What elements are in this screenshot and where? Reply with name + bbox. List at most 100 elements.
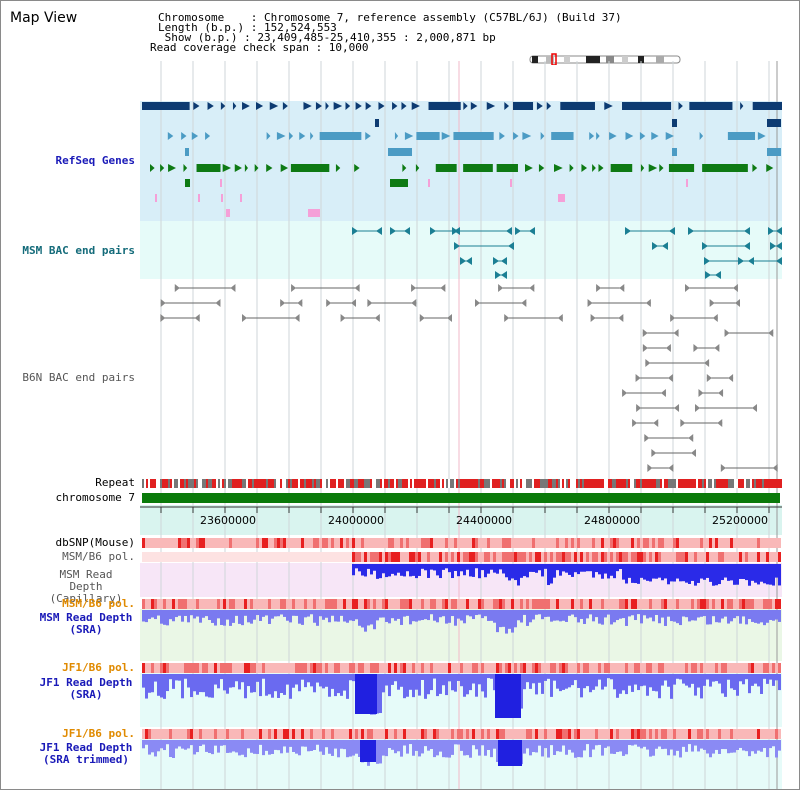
msm-sra-depth-bar: [265, 610, 268, 616]
msm-bac-label[interactable]: MSM BAC end pairs: [22, 244, 135, 257]
msm-pol-heat: [274, 599, 277, 609]
msm-sra-depth-bar: [748, 610, 751, 620]
msm-sra-depth-bar: [181, 610, 184, 622]
jf1-pol-heat: [655, 663, 658, 673]
jf1-pol-heat: [226, 729, 229, 739]
repeat-element: [574, 479, 576, 488]
jf1-sra-depth-bar: [244, 674, 247, 699]
repeat-element: [292, 479, 294, 488]
msm-pol-heat: [418, 599, 421, 609]
jf1-depth-sra-label[interactable]: JF1 Read Depth (SRA): [39, 676, 133, 701]
chromosome-ideogram[interactable]: [528, 53, 688, 65]
jf1-sra-depth-bar: [487, 674, 490, 679]
jf1-pol-heat: [283, 729, 286, 739]
msm-sra-depth-bar: [313, 610, 316, 623]
dbsnp-heat: [475, 538, 478, 548]
dbsnp-heat: [262, 538, 265, 548]
dbsnp-label[interactable]: dbSNP(Mouse): [55, 536, 135, 549]
jf1-sra-depth-bar: [550, 674, 553, 697]
jf1-sra-depth-bar: [640, 674, 643, 687]
jf1-pol-heat: [283, 663, 286, 673]
msm-pol-heat: [319, 552, 322, 562]
jf1-trim-depth-bar: [685, 740, 688, 752]
jf1-pol-heat: [760, 729, 763, 739]
refseq-gene: [672, 148, 677, 156]
msm-pol-capillary-label[interactable]: MSM/B6 pol.: [62, 550, 135, 563]
msm-pol-heat: [361, 599, 364, 609]
msm-sra-depth-bar: [475, 610, 478, 616]
genome-browser-canvas[interactable]: [140, 1, 782, 790]
msm-pol-heat: [478, 552, 481, 562]
refseq-gene: [453, 132, 494, 140]
dbsnp-heat: [409, 538, 412, 548]
msm-sra-depth-bar: [742, 610, 745, 617]
jf1-trim-depth-bar: [463, 740, 466, 756]
dbsnp-heat: [478, 538, 481, 548]
msm-pol-heat: [358, 599, 361, 609]
repeat-element: [704, 479, 706, 488]
jf1-trim-depth-bar: [220, 740, 223, 746]
msm-pol-heat: [712, 552, 715, 562]
jf1-pol-heat: [523, 663, 526, 673]
jf1-trim-depth-bar: [304, 740, 307, 747]
refseq-gene: [310, 132, 314, 140]
refseq-gene: [538, 164, 545, 172]
jf1-sra-depth-bar: [142, 674, 145, 688]
msm-sra-depth-bar: [769, 610, 772, 620]
repeat-element: [444, 479, 446, 488]
dbsnp-heat: [322, 538, 325, 548]
repeat-element: [312, 479, 314, 488]
jf1-trim-depth-bar: [736, 740, 739, 751]
msm-pol-sra-label[interactable]: MSM/B6 pol.: [62, 597, 135, 610]
repeat-element: [428, 479, 430, 488]
msm-pol-heat: [145, 552, 148, 562]
msm-pol-heat: [655, 599, 658, 609]
msm-pol-heat: [421, 599, 424, 609]
repeat-element: [556, 479, 558, 488]
repeat-element: [614, 479, 616, 488]
jf1-sra-depth-bar: [676, 674, 679, 679]
repeat-element: [652, 479, 654, 488]
jf1-trim-depth-bar: [649, 740, 652, 757]
msm-pol-heat: [400, 599, 403, 609]
refseq-genes-label[interactable]: RefSeq Genes: [55, 154, 135, 167]
msm-sra-depth-bar: [283, 610, 286, 617]
msm-depth-capillary-label[interactable]: MSM Read Depth (Capillary): [49, 568, 123, 605]
jf1-pol-heat: [673, 663, 676, 673]
repeat-element: [688, 479, 690, 488]
dbsnp-heat: [418, 538, 421, 548]
msm-sra-depth-bar: [736, 610, 739, 617]
msm-pol-heat: [727, 552, 730, 562]
dbsnp-heat: [289, 538, 292, 548]
jf1-pol-heat: [742, 729, 745, 739]
jf1-depth-trimmed-label[interactable]: JF1 Read Depth (SRA trimmed): [39, 741, 133, 766]
jf1-pol-trimmed-label[interactable]: JF1/B6 pol.: [62, 727, 135, 740]
jf1-sra-depth-bar: [319, 674, 322, 687]
dbsnp-heat: [502, 538, 505, 548]
msm-cap-depth-bar: [688, 564, 691, 584]
msm-depth-sra-label[interactable]: MSM Read Depth (SRA): [39, 611, 133, 636]
msm-pol-heat: [514, 599, 517, 609]
b6n-bac-label[interactable]: B6N BAC end pairs: [22, 371, 135, 384]
jf1-pol-heat: [226, 663, 229, 673]
jf1-sra-depth-bar: [337, 674, 340, 694]
dbsnp-heat: [511, 538, 514, 548]
jf1-trim-depth-bar: [337, 740, 340, 758]
jf1-sra-depth-bar: [571, 674, 574, 686]
msm-pol-heat: [748, 599, 751, 609]
msm-sra-depth-bar: [688, 610, 691, 622]
msm-pol-heat: [331, 552, 334, 562]
dbsnp-heat: [523, 538, 526, 548]
jf1-sra-depth-bar: [718, 674, 721, 684]
repeat-element: [728, 479, 730, 488]
jf1-sra-depth-bar: [691, 674, 694, 684]
jf1-sra-depth-bar: [307, 674, 310, 683]
msm-pol-heat: [619, 552, 622, 562]
dbsnp-heat: [643, 538, 646, 548]
jf1-trim-depth-bar: [616, 740, 619, 752]
msm-sra-depth-bar: [391, 610, 394, 619]
tracks-svg[interactable]: [140, 1, 782, 790]
msm-pol-heat: [583, 599, 586, 609]
jf1-pol-sra-label[interactable]: JF1/B6 pol.: [62, 661, 135, 674]
jf1-trim-depth-bar: [646, 740, 649, 750]
